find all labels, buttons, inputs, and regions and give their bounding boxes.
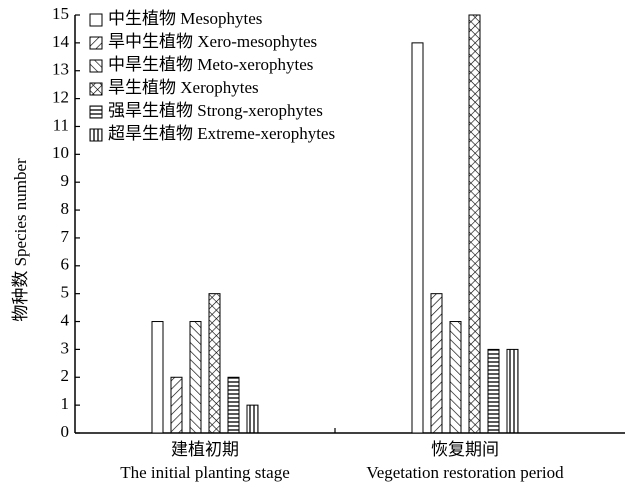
legend-swatch <box>89 59 103 73</box>
y-tick-label: 11 <box>53 115 69 134</box>
y-tick-label: 14 <box>52 32 70 51</box>
y-tick-label: 6 <box>61 255 70 274</box>
x-tick-label: 建植初期 <box>171 440 239 459</box>
bar <box>151 321 164 434</box>
y-tick-label: 9 <box>61 171 70 190</box>
bar <box>487 348 500 434</box>
legend-label: 超旱生植物 Extreme-xerophytes <box>108 124 335 143</box>
legend-label: 旱中生植物 Xero-mesophytes <box>108 32 317 51</box>
y-tick-label: 12 <box>52 88 69 107</box>
bar <box>227 376 240 434</box>
y-tick-label: 1 <box>61 394 70 413</box>
bar <box>189 321 202 434</box>
bar <box>411 42 424 434</box>
legend-swatch <box>89 36 103 50</box>
legend-swatch <box>89 105 103 119</box>
y-tick-label: 7 <box>61 227 70 246</box>
x-tick-label: The initial planting stage <box>120 463 290 482</box>
bar <box>506 348 519 434</box>
bar <box>468 14 481 434</box>
bar <box>170 376 183 434</box>
legend-swatch <box>89 82 103 96</box>
legend-label: 强旱生植物 Strong-xerophytes <box>108 101 323 120</box>
y-tick-label: 0 <box>61 422 70 441</box>
y-tick-label: 4 <box>61 310 70 329</box>
y-tick-label: 2 <box>61 366 70 385</box>
y-axis-label: 物种数 Species number <box>11 158 30 322</box>
bar <box>208 293 221 434</box>
legend-label: 旱生植物 Xerophytes <box>108 78 259 97</box>
y-tick-label: 10 <box>52 143 69 162</box>
x-tick-label: Vegetation restoration period <box>366 463 564 482</box>
legend-swatch <box>89 128 103 142</box>
y-tick-label: 15 <box>52 4 69 23</box>
y-tick-label: 3 <box>61 338 70 357</box>
y-tick-label: 13 <box>52 60 69 79</box>
bar <box>430 293 443 434</box>
y-tick-label: 5 <box>61 283 70 302</box>
bar <box>449 321 462 434</box>
legend-label: 中旱生植物 Meto-xerophytes <box>108 55 313 74</box>
legend-label: 中生植物 Mesophytes <box>108 9 262 28</box>
legend-swatch <box>89 13 103 27</box>
bar <box>246 404 259 434</box>
x-tick-label: 恢复期间 <box>431 440 499 459</box>
y-tick-label: 8 <box>61 199 70 218</box>
